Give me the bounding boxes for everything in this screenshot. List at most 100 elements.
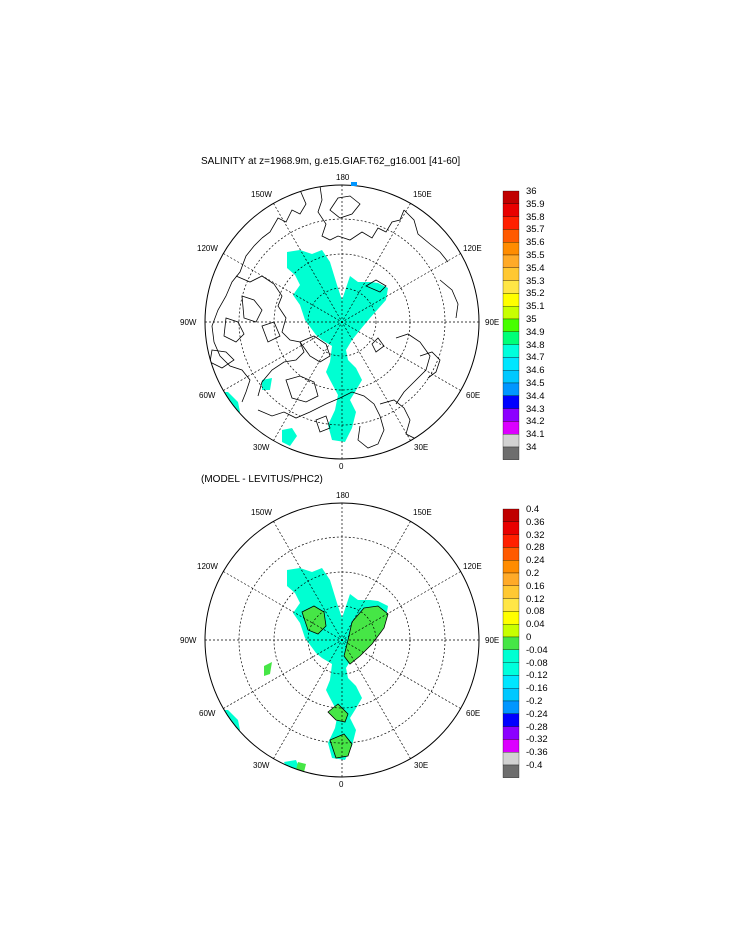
colorbar-swatch — [502, 598, 520, 612]
colorbar-swatch — [502, 421, 520, 435]
colorbar-swatch — [502, 675, 520, 689]
colorbar-swatch — [502, 293, 520, 307]
lon-label-60e: 60E — [466, 391, 480, 400]
graticule — [205, 185, 479, 459]
difference-negative-field — [220, 568, 388, 776]
colorbar-tick-label: 0.36 — [526, 516, 545, 528]
colorbar-tick-label: 0.28 — [526, 542, 545, 554]
panel-1-map: 180 150E 120E 90E 60E 30E 0 30W 60W 90W … — [180, 173, 499, 471]
colorbar-swatch — [502, 688, 520, 702]
lon-label-30w: 30W — [253, 761, 270, 770]
colorbar-2 — [502, 508, 520, 778]
colorbar-tick-label: 35.6 — [526, 237, 545, 249]
colorbar-swatch — [502, 382, 520, 396]
lon-label-120e: 120E — [463, 244, 482, 253]
colorbar-tick-label: -0.16 — [526, 683, 548, 695]
colorbar-tick-label: 34.4 — [526, 390, 545, 402]
colorbar-swatch — [502, 713, 520, 727]
colorbar-swatch — [502, 521, 520, 535]
lon-label-180: 180 — [336, 491, 350, 500]
colorbar-tick-label: 34.5 — [526, 378, 545, 389]
colorbar-tick-label: 34 — [526, 442, 537, 453]
colorbar-swatch — [502, 649, 520, 663]
lon-label-180: 180 — [336, 173, 350, 182]
colorbar-tick-label: 35.2 — [526, 288, 545, 300]
colorbar-tick-label: 35.3 — [526, 275, 545, 287]
colorbar-tick-label: -0.2 — [526, 696, 543, 707]
panel-1-title: SALINITY at z=1968.9m, g.e15.GIAF.T62_g1… — [201, 156, 461, 167]
panel-2-map: 180 150E 120E 90E 60E 30E 0 30W 60W 90W … — [180, 491, 499, 789]
colorbar-tick-label: 35.1 — [526, 301, 545, 313]
colorbar-swatch — [502, 446, 520, 460]
colorbar-tick-label: 0.16 — [526, 580, 545, 592]
lon-label-120w: 120W — [197, 562, 218, 571]
colorbar-swatch — [502, 572, 520, 586]
colorbar-tick-label: 0.04 — [526, 619, 545, 631]
colorbar-tick-label: 0.2 — [526, 568, 540, 579]
colorbar-tick-label: 0.24 — [526, 555, 545, 567]
lon-label-90w: 90W — [180, 318, 197, 327]
colorbar-tick-label: -0.32 — [526, 734, 548, 746]
map-boundary-2 — [204, 502, 480, 778]
colorbar-swatch — [502, 318, 520, 332]
map-boundary — [204, 184, 480, 460]
colorbar-tick-label: -0.24 — [526, 708, 548, 720]
colorbar-swatch — [502, 306, 520, 320]
lon-label-150e: 150E — [413, 190, 432, 199]
colorbar-swatch — [502, 434, 520, 448]
lon-label-150w: 150W — [251, 190, 272, 199]
colorbar-tick-label: 36 — [526, 186, 537, 197]
colorbar-tick-label: 0.32 — [526, 529, 545, 541]
lon-label-60e: 60E — [466, 709, 480, 718]
colorbar-tick-label: 0.08 — [526, 606, 545, 618]
colorbar-swatch — [502, 662, 520, 676]
colorbar-tick-label: -0.28 — [526, 721, 548, 733]
colorbar-tick-label: -0.08 — [526, 657, 548, 669]
colorbar-swatch — [502, 739, 520, 753]
lon-label-30e: 30E — [414, 443, 428, 452]
colorbar-tick-label: -0.36 — [526, 747, 548, 759]
colorbar-swatch — [502, 624, 520, 638]
colorbar-tick-label: 35 — [526, 314, 537, 325]
colorbar-tick-label: -0.04 — [526, 644, 548, 656]
zero-contours — [301, 605, 389, 759]
colorbar-swatch — [502, 203, 520, 217]
colorbar-tick-label: 35.8 — [526, 211, 545, 223]
colorbar-swatch — [502, 408, 520, 422]
colorbar-swatch — [502, 331, 520, 345]
colorbar-tick-label: 35.5 — [526, 250, 545, 261]
colorbar-tick-label: 34.2 — [526, 416, 545, 428]
colorbar-tick-label: 35.7 — [526, 224, 545, 236]
colorbar-tick-label: 35.4 — [526, 262, 545, 274]
colorbar-tick-label: 0.12 — [526, 593, 545, 605]
lon-label-0: 0 — [339, 462, 344, 471]
boundary-marker — [351, 182, 357, 186]
colorbar-tick-label: -0.12 — [526, 670, 548, 682]
lon-label-90e: 90E — [485, 636, 499, 645]
colorbar-tick-label: 0.4 — [526, 504, 540, 515]
colorbar-swatch — [502, 700, 520, 714]
colorbar-swatch — [502, 344, 520, 358]
colorbar-tick-label: 0 — [526, 632, 532, 643]
lon-label-90w: 90W — [180, 636, 197, 645]
colorbar-swatch — [502, 395, 520, 409]
colorbar-swatch — [502, 560, 520, 574]
colorbar-swatch — [502, 534, 520, 548]
colorbar-tick-label: 35.9 — [526, 198, 545, 210]
colorbar-swatch — [502, 611, 520, 625]
colorbar-swatch — [502, 229, 520, 243]
colorbar-swatch — [502, 280, 520, 294]
colorbar-tick-label: -0.4 — [526, 760, 543, 771]
colorbar-swatch — [502, 752, 520, 766]
lon-label-30e: 30E — [414, 761, 428, 770]
lon-label-150e: 150E — [413, 508, 432, 517]
colorbar-swatch — [502, 254, 520, 268]
colorbar-swatch — [502, 216, 520, 230]
lon-label-60w: 60W — [199, 391, 216, 400]
colorbar-swatch — [502, 547, 520, 561]
colorbar-tick-label: 34.9 — [526, 326, 545, 338]
colorbar-swatch — [502, 242, 520, 256]
colorbar-tick-label: 34.8 — [526, 339, 545, 351]
colorbar-swatch — [502, 370, 520, 384]
panel-2-title: (MODEL - LEVITUS/PHC2) — [201, 474, 323, 485]
